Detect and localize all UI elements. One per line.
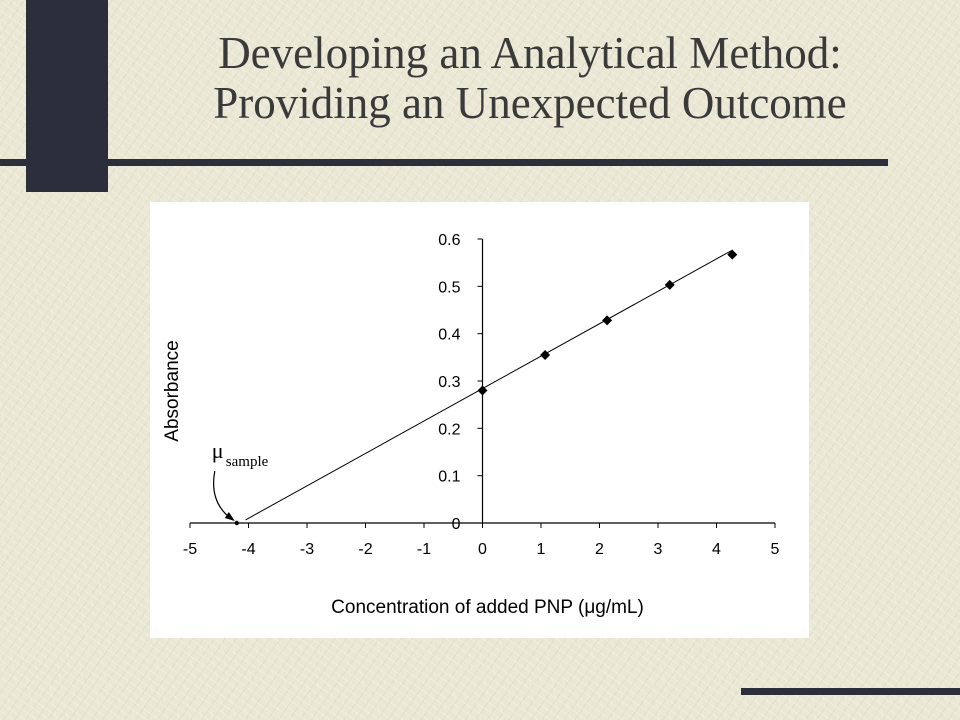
x-tick-label: -3	[300, 541, 314, 558]
y-tick-label: 0.4	[438, 327, 460, 344]
x-tick-label: -5	[183, 541, 197, 558]
data-point-marker	[602, 315, 613, 326]
slide-title-line-2: Providing an Unexpected Outcome	[213, 78, 847, 128]
annotation-mu-symbol: μ	[212, 438, 224, 463]
extrapolated-point	[234, 520, 239, 526]
data-points	[234, 249, 738, 526]
x-tick-label: 3	[654, 541, 663, 558]
x-tick-label: -1	[417, 541, 431, 558]
annotation-arrow	[213, 470, 234, 521]
fit-line	[245, 249, 733, 521]
x-tick-label: 0	[478, 541, 487, 558]
title-underline-rule	[0, 159, 888, 166]
footer-rule	[741, 688, 960, 695]
y-axis-label: Absorbance	[162, 340, 183, 441]
x-tick-label: 2	[595, 541, 604, 558]
x-tick-label: 4	[712, 541, 721, 558]
y-tick-label: 0.3	[438, 374, 460, 391]
y-tick-label: 0.5	[438, 279, 460, 296]
data-point-marker	[727, 249, 738, 260]
annotation-arrowhead	[224, 512, 235, 521]
y-tick-label: 0	[452, 516, 461, 533]
data-point-marker	[664, 279, 675, 290]
x-tick-label: -2	[358, 541, 372, 558]
annotation-subscript: sample	[226, 454, 269, 470]
data-point-marker	[540, 349, 551, 360]
x-axis-ticks: -5 -4 -3 -2 -1 0 1 2 3 4 5	[183, 523, 780, 558]
chart-svg: -5 -4 -3 -2 -1 0 1 2 3 4 5 0 0.1 0.2 0.3 0.4 0.5 0.6 μ s…	[162, 232, 780, 618]
x-tick-label: 5	[771, 541, 780, 558]
slide-title: Developing an Analytical Method: Providi…	[110, 28, 950, 128]
x-tick-label: -4	[241, 541, 255, 558]
y-tick-label: 0.6	[438, 232, 460, 249]
x-tick-label: 1	[537, 541, 546, 558]
y-axis-ticks: 0 0.1 0.2 0.3 0.4 0.5 0.6	[438, 232, 483, 533]
y-tick-label: 0.1	[438, 469, 460, 486]
data-point-marker	[477, 385, 488, 396]
mu-sample-annotation: μ sample	[212, 438, 269, 521]
y-tick-label: 0.2	[438, 421, 460, 438]
x-axis-label: Concentration of added PNP (μg/mL)	[331, 597, 644, 618]
slide-title-line-1: Developing an Analytical Method:	[218, 28, 842, 78]
standard-addition-chart: -5 -4 -3 -2 -1 0 1 2 3 4 5 0 0.1 0.2 0.3 0.4 0.5 0.6 μ s…	[150, 202, 809, 638]
